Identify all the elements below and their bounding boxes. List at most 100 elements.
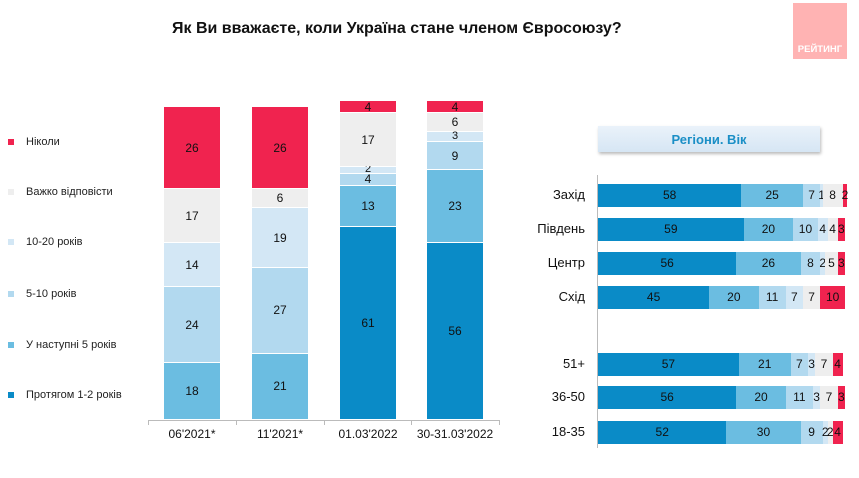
column-segment-c5: 13 bbox=[340, 186, 396, 227]
bar-segment-c510: 7 bbox=[803, 183, 821, 207]
bar-segment-c5: 21 bbox=[738, 352, 791, 376]
column-segment-c5: 21 bbox=[252, 353, 308, 419]
column-segment-never: 4 bbox=[340, 100, 396, 113]
legend-item: У наступні 5 років bbox=[8, 339, 116, 351]
column-segment-c1020: 14 bbox=[164, 243, 220, 287]
logo-text: РЕЙТИНГ bbox=[797, 44, 843, 55]
bar-segment-c1020: 4 bbox=[817, 217, 828, 241]
bar-segment-hard: 5 bbox=[825, 251, 838, 275]
column-segment-c1020: 2 bbox=[340, 164, 396, 175]
x-tick bbox=[148, 420, 149, 425]
bar-segment-c12: 59 bbox=[598, 217, 744, 241]
bar-segment-hard: 8 bbox=[822, 183, 843, 207]
legend-item: Важко відповісти bbox=[8, 186, 113, 198]
bar-segment-hard: 7 bbox=[803, 285, 821, 309]
bar-segment-c510: 8 bbox=[800, 251, 821, 275]
bar-segment-never: 3 bbox=[837, 385, 845, 409]
legend-item: 5-10 років bbox=[8, 288, 76, 300]
row-label: 36-50 bbox=[551, 389, 585, 404]
legend-item: Ніколи bbox=[8, 136, 60, 148]
bar-segment-c12: 56 bbox=[598, 385, 737, 409]
x-tick-label: 11'2021* bbox=[256, 427, 304, 441]
bar-segment-c5: 20 bbox=[709, 285, 759, 309]
bar-segment-c1020: 2 bbox=[822, 420, 829, 444]
legend-swatch bbox=[8, 239, 14, 245]
column-segment-c510: 4 bbox=[340, 173, 396, 186]
legend-swatch bbox=[8, 342, 14, 348]
bar-segment-c12: 52 bbox=[598, 420, 727, 444]
bar-segment-c1020: 1 bbox=[818, 183, 825, 207]
column-segment-c1020: 3 bbox=[427, 130, 483, 142]
x-tick bbox=[236, 420, 237, 425]
bar-segment-c12: 56 bbox=[598, 251, 737, 275]
bar-segment-never: 10 bbox=[820, 285, 845, 309]
bar-segment-never: 3 bbox=[837, 251, 845, 275]
row-label: Схід bbox=[558, 289, 585, 304]
legend-label: Протягом 1-2 років bbox=[26, 389, 122, 401]
bar-segment-c510: 10 bbox=[793, 217, 818, 241]
bar-segment-c12: 45 bbox=[598, 285, 710, 309]
x-tick-label: 06'2021* bbox=[168, 427, 216, 441]
bar-segment-hard: 7 bbox=[820, 385, 838, 409]
bar-segment-never: 3 bbox=[837, 217, 845, 241]
legend-label: 10-20 років bbox=[26, 236, 83, 248]
column-segment-hard: 6 bbox=[252, 189, 308, 208]
x-tick bbox=[499, 420, 500, 425]
column-segment-hard: 17 bbox=[340, 113, 396, 167]
legend-item: 10-20 років bbox=[8, 236, 83, 248]
x-tick-label: 30-31.03'2022 bbox=[416, 427, 494, 441]
x-tick bbox=[411, 420, 412, 425]
legend-swatch bbox=[8, 189, 14, 195]
bar-segment-c510: 11 bbox=[758, 285, 786, 309]
column-segment-c510: 9 bbox=[427, 141, 483, 170]
bar-segment-hard: 4 bbox=[827, 217, 838, 241]
bar-segment-c510: 7 bbox=[790, 352, 808, 376]
legend-label: Ніколи bbox=[26, 136, 60, 148]
legend-label: 5-10 років bbox=[26, 288, 77, 300]
legend-swatch bbox=[8, 291, 14, 297]
bar-segment-never: 4 bbox=[832, 352, 843, 376]
bar-segment-hard: 2 bbox=[827, 420, 834, 444]
column-segment-c5: 18 bbox=[164, 363, 220, 419]
regions-age-header: Регіони. Вік bbox=[598, 126, 820, 152]
bar-segment-c1020: 2 bbox=[819, 251, 826, 275]
legend-item: Протягом 1-2 років bbox=[8, 389, 122, 401]
column-segment-c12: 56 bbox=[427, 243, 483, 419]
bar-segment-hard: 7 bbox=[815, 352, 833, 376]
row-label: 51+ bbox=[562, 356, 585, 371]
bar-segment-c5: 20 bbox=[743, 217, 794, 241]
x-tick-label: 01.03'2022 bbox=[338, 427, 398, 441]
bar-segment-never: 2 bbox=[842, 183, 848, 207]
column-segment-hard: 6 bbox=[427, 113, 483, 132]
column-segment-c1020: 19 bbox=[252, 208, 308, 268]
y-axis bbox=[597, 175, 598, 448]
rating-logo: РЕЙТИНГ bbox=[793, 3, 847, 59]
legend-swatch bbox=[8, 392, 14, 398]
column-segment-never: 26 bbox=[164, 107, 220, 189]
bar-segment-c5: 25 bbox=[741, 183, 803, 207]
legend-label: Важко відповісти bbox=[26, 186, 113, 198]
bar-segment-never: 4 bbox=[832, 420, 843, 444]
column-segment-c510: 27 bbox=[252, 268, 308, 353]
bar-segment-c5: 30 bbox=[726, 420, 801, 444]
column-segment-c5: 23 bbox=[427, 170, 483, 243]
bar-segment-c5: 20 bbox=[736, 385, 786, 409]
x-tick bbox=[324, 420, 325, 425]
row-label: Захід bbox=[552, 187, 585, 202]
column-segment-never: 4 bbox=[427, 100, 483, 113]
row-label: Південь bbox=[537, 221, 585, 236]
bar-segment-c12: 57 bbox=[598, 352, 739, 376]
row-label: 18-35 bbox=[551, 424, 585, 439]
bar-segment-c12: 58 bbox=[598, 183, 742, 207]
bar-segment-c510: 9 bbox=[800, 420, 823, 444]
bar-segment-c1020: 7 bbox=[785, 285, 803, 309]
column-segment-c510: 24 bbox=[164, 287, 220, 363]
column-segment-c12: 61 bbox=[340, 227, 396, 419]
column-segment-never: 26 bbox=[252, 107, 308, 189]
bar-segment-c1020: 3 bbox=[807, 352, 816, 376]
column-segment-hard: 17 bbox=[164, 189, 220, 243]
bar-segment-c5: 26 bbox=[736, 251, 801, 275]
legend-swatch bbox=[8, 139, 14, 145]
chart-title: Як Ви вважаєте, коли Україна стане члено… bbox=[172, 20, 622, 37]
